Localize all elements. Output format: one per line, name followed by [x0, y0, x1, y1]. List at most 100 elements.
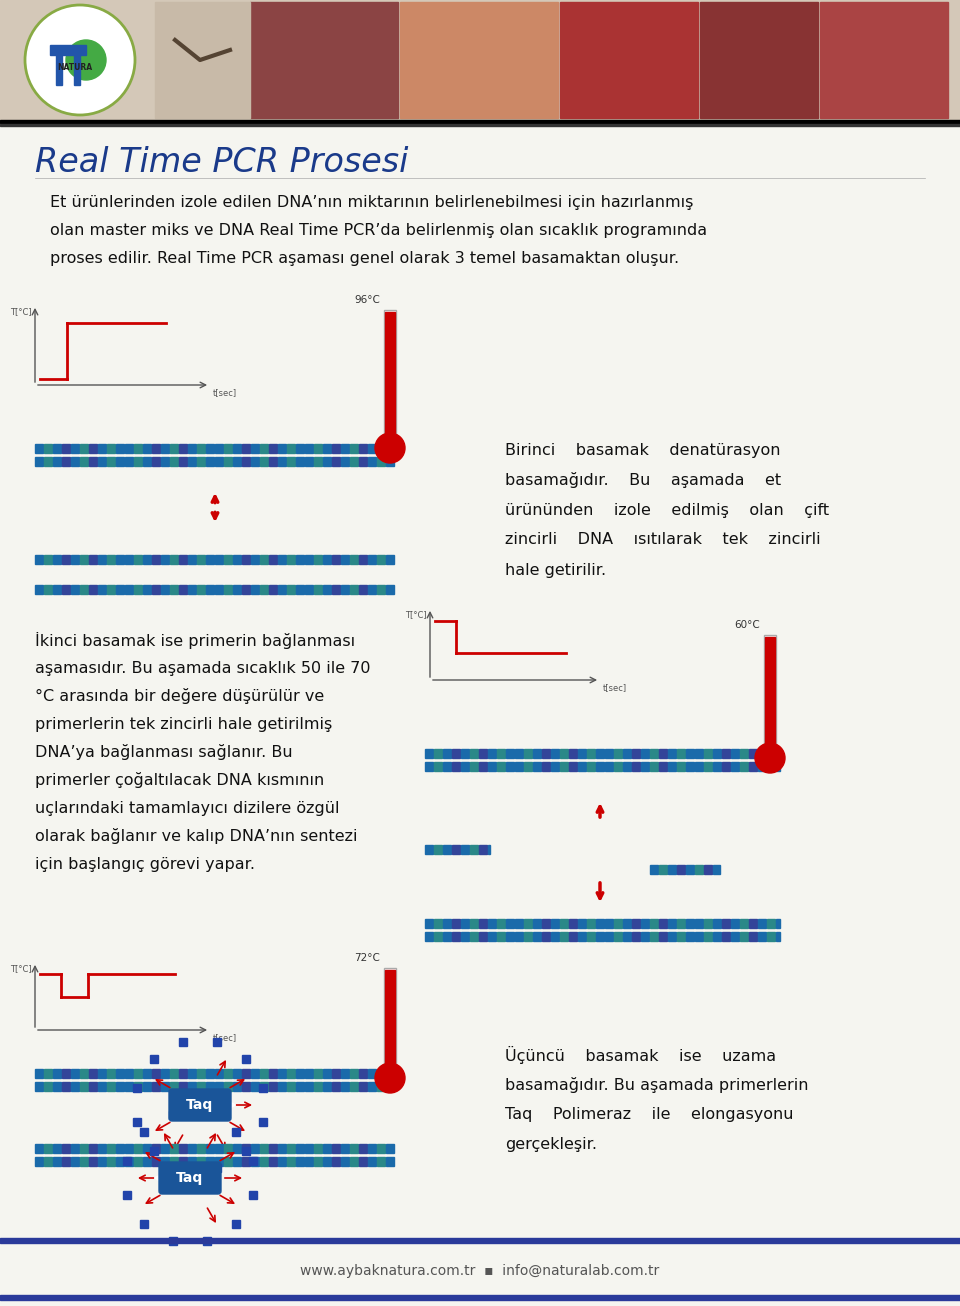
- Bar: [533, 932, 541, 942]
- Bar: [169, 1237, 178, 1245]
- Bar: [341, 555, 349, 564]
- Bar: [659, 750, 667, 757]
- Bar: [695, 932, 703, 942]
- Bar: [89, 585, 97, 594]
- Bar: [44, 1070, 52, 1077]
- Bar: [542, 932, 550, 942]
- Bar: [740, 750, 748, 757]
- Bar: [161, 1144, 169, 1153]
- Bar: [488, 919, 496, 929]
- Bar: [197, 1144, 205, 1153]
- Bar: [341, 1144, 349, 1153]
- Text: T[°C]: T[°C]: [405, 610, 427, 619]
- Bar: [443, 845, 451, 854]
- Bar: [98, 1157, 106, 1166]
- Bar: [169, 1111, 178, 1119]
- Bar: [560, 750, 568, 757]
- Bar: [89, 1157, 97, 1166]
- Bar: [62, 1081, 70, 1091]
- Bar: [125, 1081, 133, 1091]
- Text: hale getirilir.: hale getirilir.: [505, 563, 606, 577]
- Bar: [269, 585, 277, 594]
- Text: olarak bağlanır ve kalıp DNA’nın sentezi: olarak bağlanır ve kalıp DNA’nın sentezi: [35, 828, 357, 844]
- Bar: [632, 761, 640, 771]
- Bar: [332, 444, 340, 453]
- Bar: [143, 1070, 151, 1077]
- Bar: [425, 750, 433, 757]
- Bar: [497, 932, 505, 942]
- Bar: [350, 555, 358, 564]
- Bar: [152, 1081, 160, 1091]
- Bar: [80, 444, 88, 453]
- Bar: [188, 555, 196, 564]
- Bar: [533, 919, 541, 929]
- Bar: [749, 761, 757, 771]
- Bar: [89, 444, 97, 453]
- Bar: [359, 555, 367, 564]
- Bar: [497, 919, 505, 929]
- Bar: [470, 761, 478, 771]
- Bar: [206, 1081, 214, 1091]
- Bar: [434, 919, 442, 929]
- Bar: [434, 750, 442, 757]
- Bar: [143, 457, 151, 466]
- Bar: [722, 932, 730, 942]
- Bar: [713, 919, 721, 929]
- Bar: [677, 750, 685, 757]
- Bar: [314, 1157, 322, 1166]
- Bar: [506, 919, 514, 929]
- Bar: [650, 750, 658, 757]
- Bar: [479, 932, 487, 942]
- Text: primerlerin tek zincirli hale getirilmiş: primerlerin tek zincirli hale getirilmiş: [35, 717, 332, 731]
- Bar: [405, 63, 553, 114]
- Bar: [385, 312, 395, 434]
- Bar: [107, 1081, 115, 1091]
- Bar: [161, 585, 169, 594]
- Bar: [359, 585, 367, 594]
- Bar: [578, 932, 586, 942]
- Bar: [551, 919, 559, 929]
- Bar: [107, 1157, 115, 1166]
- Bar: [213, 1164, 221, 1171]
- Bar: [35, 585, 43, 594]
- Bar: [116, 1144, 124, 1153]
- Bar: [587, 932, 595, 942]
- Bar: [614, 919, 622, 929]
- Bar: [695, 919, 703, 929]
- Bar: [350, 457, 358, 466]
- Bar: [233, 1144, 241, 1153]
- Bar: [80, 1081, 88, 1091]
- Bar: [377, 1081, 385, 1091]
- Text: basamağıdır.    Bu    aşamada    et: basamağıdır. Bu aşamada et: [505, 471, 781, 488]
- Bar: [116, 457, 124, 466]
- Bar: [152, 444, 160, 453]
- Bar: [368, 555, 376, 564]
- Bar: [623, 932, 631, 942]
- Text: Taq: Taq: [177, 1171, 204, 1185]
- Bar: [686, 761, 694, 771]
- Bar: [332, 585, 340, 594]
- Bar: [740, 932, 748, 942]
- Bar: [260, 1070, 268, 1077]
- Bar: [668, 932, 676, 942]
- Bar: [123, 1191, 132, 1199]
- Bar: [44, 457, 52, 466]
- Bar: [323, 1157, 331, 1166]
- Bar: [62, 555, 70, 564]
- Bar: [269, 1157, 277, 1166]
- Bar: [80, 1157, 88, 1166]
- Bar: [143, 555, 151, 564]
- Bar: [767, 750, 775, 757]
- Bar: [641, 919, 649, 929]
- Bar: [116, 1070, 124, 1077]
- Bar: [305, 1070, 313, 1077]
- Bar: [179, 457, 187, 466]
- Bar: [143, 1144, 151, 1153]
- Bar: [551, 932, 559, 942]
- Bar: [71, 1070, 79, 1077]
- Bar: [71, 1144, 79, 1153]
- Bar: [776, 919, 780, 929]
- Bar: [278, 444, 286, 453]
- Bar: [197, 585, 205, 594]
- Bar: [260, 1144, 268, 1153]
